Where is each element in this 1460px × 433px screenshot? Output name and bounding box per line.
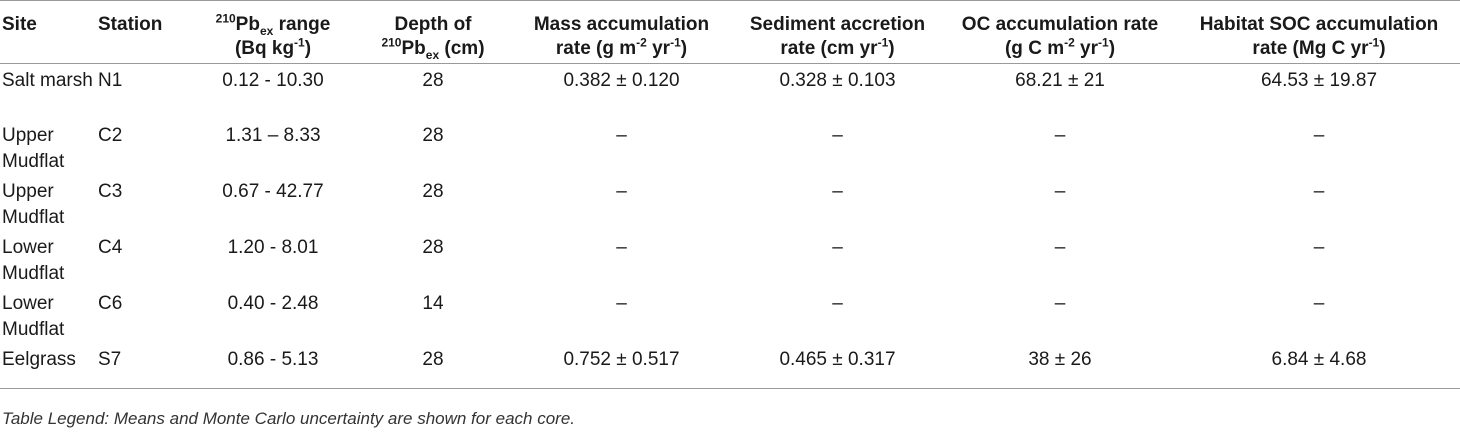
header-sediment-accretion: Sediment accretion rate (cm yr-1) <box>733 0 942 64</box>
cell-oc: – <box>1054 180 1066 202</box>
cell-range: 0.40 - 2.48 <box>227 292 319 314</box>
cell-sediment: – <box>832 124 843 146</box>
cell-mass: 0.382 ± 0.120 <box>563 70 680 91</box>
cell-depth: 28 <box>356 342 510 389</box>
cell-depth: 28 <box>422 180 444 202</box>
data-table: Site Station 210Pbex range (Bq kg-1) Dep… <box>0 0 1460 389</box>
table-row: Salt marsh N1 0.12 - 10.30 28 0.382 ± 0.… <box>0 64 1460 119</box>
cell-mass: 0.752 ± 0.517 <box>510 342 733 389</box>
cell-oc: 68.21 ± 21 <box>1015 70 1105 91</box>
cell-range: 1.20 - 8.01 <box>227 236 319 258</box>
header-site: Site <box>0 0 96 64</box>
cell-habitat: – <box>1313 236 1325 258</box>
cell-range: 0.12 - 10.30 <box>222 70 324 91</box>
cell-depth: 28 <box>422 70 444 91</box>
cell-site: Salt marsh <box>2 70 93 91</box>
cell-depth: 14 <box>422 292 444 314</box>
header-mass-accumulation: Mass accumulation rate (g m-2 yr-1) <box>510 0 733 64</box>
cell-range: 1.31 – 8.33 <box>225 124 321 146</box>
cell-habitat: 6.84 ± 4.68 <box>1178 342 1460 389</box>
cell-site: Lower Mudflat <box>2 292 65 340</box>
table-row: Eelgrass S7 0.86 - 5.13 28 0.752 ± 0.517… <box>0 342 1460 389</box>
table-row: Upper Mudflat C3 0.67 - 42.77 28 – – – – <box>0 175 1460 231</box>
cell-station: C4 <box>98 236 123 258</box>
cell-mass: – <box>616 180 627 202</box>
cell-depth: 28 <box>422 124 444 146</box>
cell-sediment: – <box>832 180 843 202</box>
cell-oc: 38 ± 26 <box>942 342 1178 389</box>
table-legend: Table Legend: Means and Monte Carlo unce… <box>2 409 575 428</box>
cell-sediment: 0.465 ± 0.317 <box>733 342 942 389</box>
cell-range: 0.67 - 42.77 <box>222 180 324 202</box>
cell-sediment: 0.328 ± 0.103 <box>779 70 896 91</box>
cell-oc: – <box>1054 292 1066 314</box>
cell-mass: – <box>616 124 627 146</box>
cell-site: Upper Mudflat <box>2 124 65 172</box>
cell-range: 0.86 - 5.13 <box>190 342 356 389</box>
table-row: Lower Mudflat C4 1.20 - 8.01 28 – – – – <box>0 231 1460 287</box>
cell-site: Upper Mudflat <box>2 180 65 228</box>
cell-station: C2 <box>98 124 123 146</box>
cell-station: N1 <box>98 70 123 91</box>
cell-station: S7 <box>96 342 190 389</box>
table-header: Site Station 210Pbex range (Bq kg-1) Dep… <box>0 0 1460 64</box>
cell-habitat: – <box>1313 180 1325 202</box>
header-oc-accumulation: OC accumulation rate (g C m-2 yr-1) <box>942 0 1178 64</box>
header-habitat-soc: Habitat SOC accumulation rate (Mg C yr-1… <box>1178 0 1460 64</box>
cell-sediment: – <box>832 292 843 314</box>
cell-habitat: – <box>1313 124 1325 146</box>
cell-mass: – <box>616 292 627 314</box>
table-body: Salt marsh N1 0.12 - 10.30 28 0.382 ± 0.… <box>0 64 1460 389</box>
cell-sediment: – <box>832 236 843 258</box>
cell-habitat: 64.53 ± 19.87 <box>1260 70 1378 91</box>
cell-mass: – <box>616 236 627 258</box>
header-station: Station <box>96 0 190 64</box>
table-row: Lower Mudflat C6 0.40 - 2.48 14 – – – – <box>0 287 1460 343</box>
cell-site: Lower Mudflat <box>2 236 65 284</box>
cell-oc: – <box>1054 124 1066 146</box>
cell-habitat: – <box>1313 292 1325 314</box>
cell-station: C6 <box>98 292 123 314</box>
header-depth: Depth of 210Pbex (cm) <box>356 0 510 64</box>
cell-site: Eelgrass <box>0 342 96 389</box>
table-row: Upper Mudflat C2 1.31 – 8.33 28 – – – – <box>0 119 1460 175</box>
cell-oc: – <box>1054 236 1066 258</box>
header-pb-range: 210Pbex range (Bq kg-1) <box>190 0 356 64</box>
cell-depth: 28 <box>422 236 444 258</box>
cell-station: C3 <box>98 180 123 202</box>
